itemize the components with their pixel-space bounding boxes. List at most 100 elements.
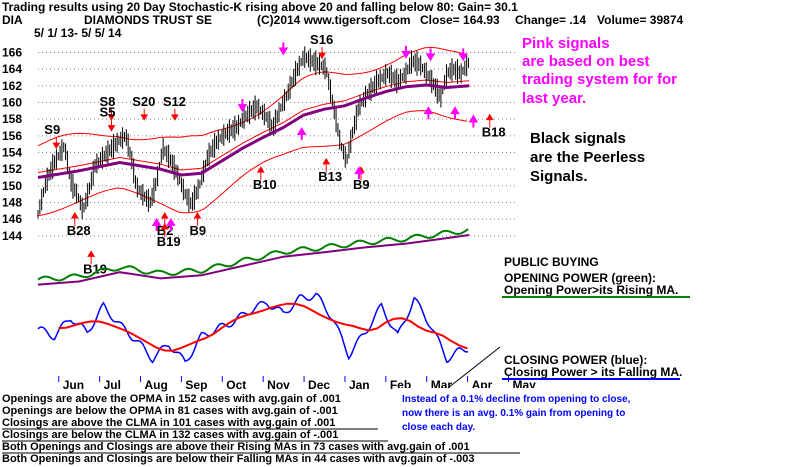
signal-label: B28 — [67, 223, 91, 238]
closing-power-ma — [58, 302, 468, 352]
price-bars — [37, 46, 470, 220]
stat-line-3: Closings are above the CLMA in 101 cases… — [2, 417, 335, 429]
price-grid — [38, 52, 515, 237]
lower-band — [37, 110, 468, 217]
stat-line-5: Both Openings and Closings are above the… — [2, 441, 470, 453]
pink-note-4: last year. — [522, 90, 586, 107]
buy-arrow — [160, 222, 169, 237]
black-note-1: Black signals — [530, 130, 626, 147]
signal-label: S9 — [44, 122, 60, 137]
closing-power-line — [37, 292, 469, 364]
y-tick-label: 154 — [2, 146, 22, 160]
y-tick-label: 150 — [2, 179, 22, 193]
pink-signal-arrow — [450, 106, 460, 120]
x-tick-label: Aug — [145, 378, 168, 392]
public-buying-label: PUBLIC BUYING — [504, 255, 599, 269]
y-tick-label: 144 — [2, 229, 22, 243]
close-value: Close= 164.93 — [420, 13, 500, 27]
x-tick-label: Jul — [104, 378, 121, 392]
buy-arrow — [256, 166, 265, 181]
stat-line-4: Closings are below the CLMA in 132 cases… — [2, 429, 338, 441]
symbol: DIA — [2, 13, 23, 27]
x-tick-label: Oct — [226, 378, 246, 392]
stat-line-2: Openings are below the OPMA in 81 cases … — [2, 405, 338, 417]
closing-power-label: CLOSING POWER (blue): — [504, 353, 647, 367]
copyright: (C)2014 www.tigersoft.com — [257, 13, 411, 27]
signal-label: B10 — [253, 177, 277, 192]
y-tick-label: 146 — [2, 212, 22, 226]
moving-average — [37, 83, 470, 179]
blue-note-3: close each day. — [402, 422, 475, 433]
y-tick-label: 164 — [2, 62, 22, 76]
x-tick-label: Sep — [185, 378, 207, 392]
blue-note-box — [399, 388, 623, 436]
y-tick-label: 160 — [2, 96, 22, 110]
signal-label: S16 — [310, 32, 333, 47]
opening-power-label: OPENING POWER (green): — [504, 271, 656, 285]
signal-label: S8 — [100, 94, 116, 109]
change-value: Change= .14 — [515, 13, 586, 27]
y-axis-labels: 144 146 148 150 152 154 156 158 160 162 164 166 — [2, 46, 22, 243]
pink-signal-arrow — [423, 106, 434, 120]
sell-arrow — [140, 108, 149, 121]
buy-arrow — [70, 212, 79, 226]
signal-label: S12 — [163, 94, 186, 109]
signal-label: B9 — [189, 223, 206, 238]
signal-label: B19 — [83, 261, 107, 276]
signal-label: S5 — [100, 105, 116, 120]
x-tick-label: Jan — [349, 378, 370, 392]
closing-power-panel — [37, 292, 469, 364]
date-range: 5/ 1/ 13- 5/ 5/ 14 — [34, 26, 122, 40]
opening-power-panel — [37, 228, 470, 286]
volume-value: Volume= 39874 — [597, 13, 683, 27]
stat-line-6: Both Openings and Closings are below the… — [2, 453, 474, 465]
sell-arrow — [107, 119, 116, 132]
pink-signal-arrow — [278, 42, 289, 56]
sell-arrow — [318, 47, 326, 60]
buy-arrow — [322, 157, 331, 172]
y-tick-label: 166 — [2, 46, 22, 60]
blue-note-1: Instead of a 0.1% decline from opening t… — [402, 394, 631, 405]
opening-power-line — [37, 228, 469, 282]
pink-signal-arrow — [458, 48, 468, 62]
buy-arrow — [193, 212, 202, 226]
pink-signal-arrow — [468, 114, 479, 128]
pink-note-1: Pink signals — [522, 35, 610, 52]
pink-signal-arrow — [151, 217, 162, 231]
pink-note-2: are based on best — [522, 53, 650, 70]
opening-power-note: Opening Power>its Rising MA. — [504, 283, 678, 297]
signal-label: B18 — [482, 125, 506, 140]
sell-arrow — [107, 108, 116, 121]
y-tick-label: 156 — [2, 129, 22, 143]
signal-label: B19 — [157, 234, 181, 249]
y-tick-label: 158 — [2, 112, 22, 126]
buy-arrow — [87, 250, 96, 265]
fund-name: DIAMONDS TRUST SE — [84, 13, 212, 27]
y-tick-label: 162 — [2, 79, 22, 93]
signal-label: B9 — [353, 177, 370, 192]
y-tick-label: 152 — [2, 162, 22, 176]
results-title: Trading results using 20 Day Stochastic-… — [2, 0, 518, 14]
upper-band — [37, 46, 468, 147]
pink-signal-arrow — [425, 48, 436, 62]
closing-power-note: Closing Power > its Falling MA. — [504, 365, 682, 379]
x-tick-label: Dec — [308, 378, 330, 392]
signal-label: S20 — [132, 94, 155, 109]
pink-signal-arrow — [401, 45, 411, 59]
signal-markers: S9S8S5S20S12S16B28B19B2B19B9B10B13B9B18 — [44, 32, 505, 276]
buy-arrow — [485, 113, 494, 128]
closing-power-pointer — [447, 346, 501, 389]
black-note-3: Signals. — [530, 168, 588, 185]
pink-signal-arrow — [354, 166, 364, 180]
pink-signal-arrow — [237, 99, 248, 113]
pink-signal-arrow — [296, 127, 307, 140]
blue-note-2: now there is an avg. 0.1% gain from open… — [402, 408, 625, 419]
pink-signal-arrow — [166, 217, 176, 231]
sell-arrow — [52, 137, 61, 150]
y-tick-label: 148 — [2, 196, 22, 210]
stat-line-1: Openings are above the OPMA in 152 cases… — [2, 393, 341, 405]
pink-note-3: trading system for for — [522, 71, 677, 88]
opening-power-ma — [37, 234, 470, 286]
sell-arrow — [170, 108, 179, 121]
